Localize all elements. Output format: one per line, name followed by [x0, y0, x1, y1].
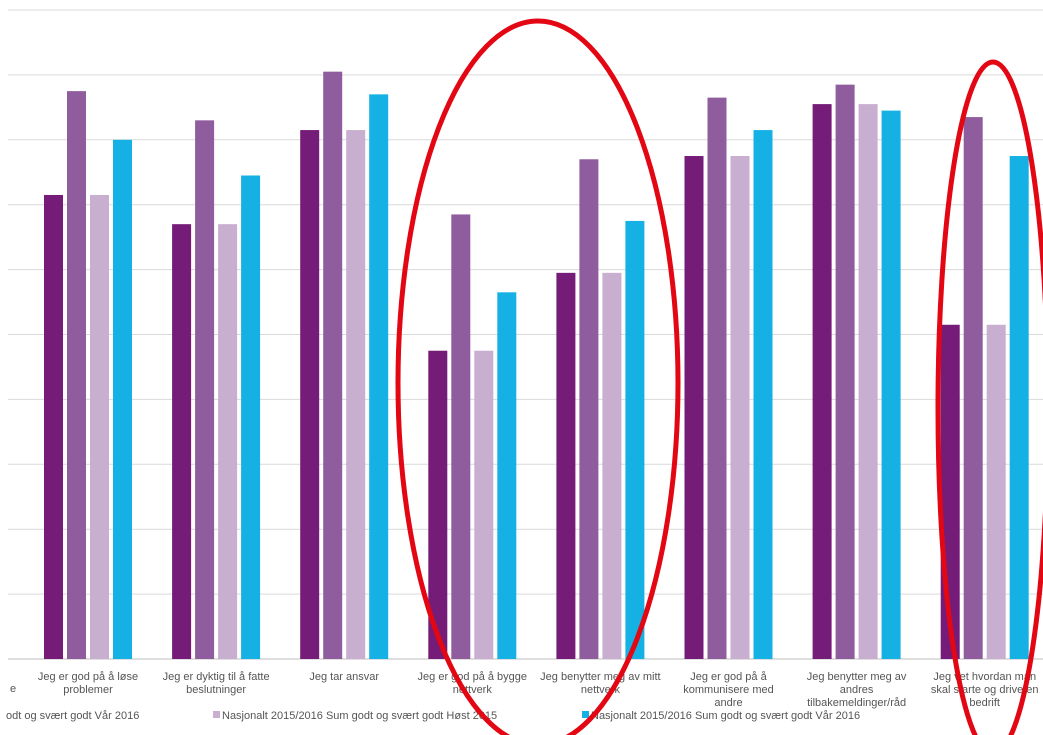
bars: [44, 71, 1029, 660]
legend-label: Nasjonalt 2015/2016 Sum godt og svært go…: [222, 710, 497, 722]
bar: [835, 84, 855, 659]
bar: [67, 91, 86, 659]
bar: [90, 194, 109, 659]
bar: [579, 159, 599, 659]
bar: [113, 139, 132, 660]
highlight-ellipse: [935, 59, 1043, 735]
bar: [730, 156, 750, 659]
bar: [753, 130, 773, 659]
x-tick-label: kommunisere med: [683, 684, 773, 696]
bar: [858, 104, 878, 660]
legend: odt og svært godt Vår 2016 Nasjonalt 2015…: [6, 710, 860, 722]
legend-marker: [213, 711, 220, 718]
bar: [323, 71, 343, 659]
x-tick-label: Jeg tar ansvar: [309, 671, 379, 683]
bar: [602, 272, 622, 659]
bar: [963, 117, 983, 659]
x-tick-label: skal starte og drive en: [931, 684, 1039, 696]
bar: [986, 324, 1006, 659]
highlight-ellipse: [395, 18, 681, 735]
x-tick-label: andre: [714, 697, 742, 709]
bar: [707, 97, 727, 660]
bar: [369, 94, 389, 660]
x-tick-label: andres: [840, 684, 874, 696]
bar: [241, 175, 261, 659]
bar: [497, 292, 517, 659]
x-tick-label: beslutninger: [186, 684, 246, 696]
x-tick-label: Jeg er dyktig til å fatte: [163, 671, 270, 683]
x-tick-label: Jeg benytter meg av: [807, 671, 907, 683]
x-tick-label: tilbakemeldinger/råd: [807, 697, 906, 709]
bar: [172, 224, 192, 660]
bar: [195, 120, 215, 659]
x-tick-label: Jeg vet hvordan man: [933, 671, 1036, 683]
x-tick-label: bedrift: [969, 697, 1000, 709]
annotations: [395, 18, 1043, 735]
bar: [812, 104, 832, 660]
bar: [451, 214, 471, 659]
x-tick-label: Jeg er god på å bygge: [418, 671, 527, 683]
bar: [428, 350, 448, 659]
bar: [625, 220, 645, 660]
x-tick-label: Jeg er god på å: [690, 671, 767, 683]
bar: [684, 156, 704, 659]
legend-label: Nasjonalt 2015/2016 Sum godt og svært go…: [591, 710, 860, 722]
bar: [474, 350, 494, 659]
bar: [346, 130, 366, 659]
bar: [556, 272, 576, 659]
x-tick-label: Jeg benytter meg av mitt: [540, 671, 660, 683]
bar: [44, 194, 63, 659]
legend-marker: [582, 711, 589, 718]
x-tick-label: Jeg er god på å løse: [38, 671, 138, 683]
x-tick-label: problemer: [63, 684, 113, 696]
bar: [881, 110, 901, 660]
legend-label: odt og svært godt Vår 2016: [6, 710, 139, 722]
bar: [1009, 156, 1029, 659]
bar: [218, 224, 238, 660]
bar: [300, 130, 320, 659]
x-tick-label-fragment: e: [10, 683, 16, 695]
